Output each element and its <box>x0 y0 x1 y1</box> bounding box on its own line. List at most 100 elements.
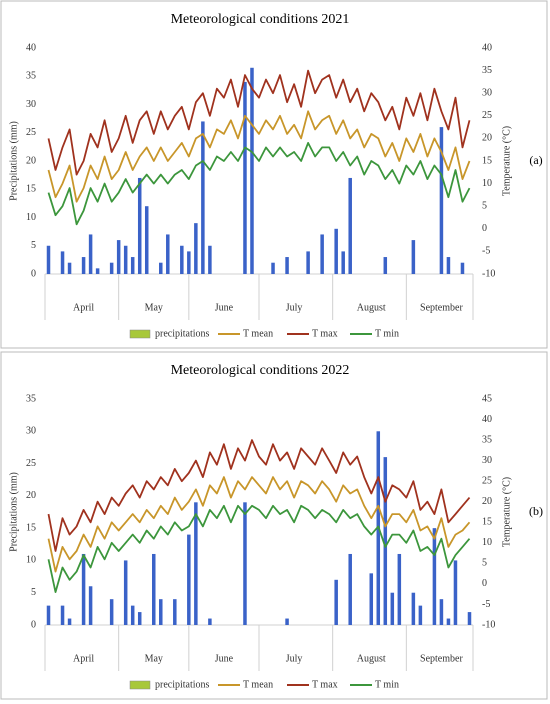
x-tick-label: April <box>73 653 94 664</box>
legend-label: precipitations <box>155 679 210 690</box>
precip-bar <box>432 528 437 625</box>
legend-label: T min <box>375 328 399 339</box>
precip-bar <box>243 502 247 625</box>
y-tick-label: 35 <box>26 71 36 82</box>
precip-bar <box>439 127 444 274</box>
y-tick-label: 10 <box>26 212 36 223</box>
legend-label: T max <box>312 328 338 339</box>
precip-bar <box>243 81 247 275</box>
legend-label: T mean <box>243 328 273 339</box>
precip-bar <box>383 457 388 625</box>
precip-bar <box>130 257 135 274</box>
precip-bar <box>187 534 191 625</box>
chart-title: Meteorological conditions 2021 <box>171 12 350 27</box>
legend-label: T min <box>375 679 399 690</box>
precip-bar <box>81 257 86 274</box>
y2-tick-label: 40 <box>482 42 492 53</box>
y-tick-label: 30 <box>26 426 36 437</box>
x-tick-label: September <box>420 653 463 664</box>
precip-bar <box>123 245 128 274</box>
x-tick-label: September <box>420 302 463 313</box>
precip-bar <box>187 251 191 274</box>
precip-bar <box>411 592 416 625</box>
y2-tick-label: 5 <box>482 200 487 211</box>
precip-bar <box>250 67 254 275</box>
precip-bar <box>46 605 51 625</box>
precip-bar <box>137 612 142 625</box>
y2-tick-label: 20 <box>482 133 492 144</box>
legend-swatch <box>129 680 151 690</box>
y-tick-label: 15 <box>26 522 36 533</box>
precip-bar <box>123 560 128 625</box>
precip-bar <box>460 262 465 274</box>
precip-bar <box>60 251 65 274</box>
y2-tick-label: 5 <box>482 558 487 569</box>
y2-axis-title: Temperature (°C) <box>501 477 512 547</box>
panel-frame <box>0 0 548 349</box>
y2-tick-label: 10 <box>482 178 492 189</box>
y-tick-label: 10 <box>26 555 36 566</box>
y-axis-title: Precipitations (mm) <box>8 121 19 201</box>
precip-bar <box>439 599 444 625</box>
x-tick-label: August <box>357 302 386 313</box>
temp-line <box>47 504 471 593</box>
precip-bar <box>390 592 395 625</box>
precip-bar <box>467 612 472 625</box>
precip-bar <box>397 553 402 625</box>
precip-bar <box>67 618 72 625</box>
y-tick-label: 0 <box>31 268 36 279</box>
precip-bar <box>152 553 156 625</box>
y2-tick-label: 25 <box>482 475 492 486</box>
precip-bar <box>116 240 121 274</box>
x-tick-label: June <box>215 653 234 664</box>
y2-tick-label: -5 <box>482 246 490 257</box>
y2-tick-label: 30 <box>482 455 492 466</box>
precip-bar <box>446 257 451 274</box>
temp-line <box>47 69 471 176</box>
y2-tick-label: 0 <box>482 578 487 589</box>
x-tick-label: June <box>215 302 234 313</box>
x-tick-label: August <box>357 653 386 664</box>
temp-line <box>47 439 471 552</box>
precip-bar <box>159 262 163 274</box>
precip-bar <box>46 245 51 274</box>
y2-tick-label: 40 <box>482 414 492 425</box>
y-tick-label: 5 <box>31 587 36 598</box>
y-tick-label: 15 <box>26 184 36 195</box>
precip-bar <box>348 177 352 274</box>
temp-line <box>47 110 471 203</box>
y2-tick-label: -5 <box>482 599 490 610</box>
y-tick-label: 0 <box>31 619 36 630</box>
precip-bar <box>383 257 388 274</box>
precip-bar <box>334 579 338 625</box>
precip-bar <box>208 618 212 625</box>
precip-bar <box>418 605 423 625</box>
legend-label: precipitations <box>155 328 210 339</box>
precip-bar <box>88 234 93 274</box>
panel-label: (a) <box>529 153 542 167</box>
precip-bar <box>285 257 289 274</box>
precip-bar <box>159 599 163 625</box>
chart-title: Meteorological conditions 2022 <box>171 363 350 378</box>
y2-tick-label: 45 <box>482 393 492 404</box>
precip-bar <box>369 573 374 625</box>
precip-bar <box>320 234 324 274</box>
x-tick-label: July <box>286 302 303 313</box>
y-tick-label: 30 <box>26 99 36 110</box>
y2-tick-label: -10 <box>482 619 495 630</box>
y-axis-title: Precipitations (mm) <box>8 472 19 552</box>
y2-tick-label: 25 <box>482 110 492 121</box>
precip-bar <box>411 240 416 274</box>
y2-tick-label: 0 <box>482 223 487 234</box>
y2-tick-label: 35 <box>482 65 492 76</box>
precip-bar <box>144 206 149 274</box>
y-tick-label: 20 <box>26 155 36 166</box>
precip-bar <box>67 262 72 274</box>
x-tick-label: April <box>73 302 94 313</box>
precip-bar <box>130 605 135 625</box>
panel-label: (b) <box>529 504 543 518</box>
precip-bar <box>109 599 114 625</box>
y-tick-label: 25 <box>26 458 36 469</box>
y-tick-label: 5 <box>31 240 36 251</box>
precip-bar <box>271 262 275 274</box>
